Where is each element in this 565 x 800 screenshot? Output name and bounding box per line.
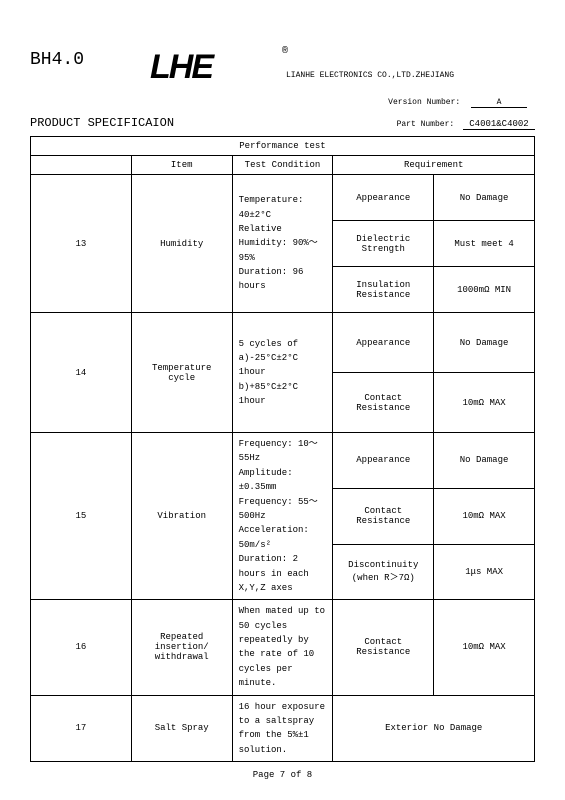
registered-mark: ® (282, 46, 288, 57)
req-key: DielectricStrength (333, 221, 434, 267)
req-key: ContactResistance (333, 600, 434, 695)
row-no: 15 (31, 433, 132, 600)
version-row: Version Number: A (30, 98, 527, 108)
title-row: PRODUCT SPECIFICAION Part Number: C4001&… (30, 116, 535, 130)
req-key: Discontinuity(when R＞7Ω) (333, 544, 434, 600)
req-key: ContactResistance (333, 373, 434, 433)
req-key: Appearance (333, 175, 434, 221)
spec-table: Performance test Item Test Condition Req… (30, 136, 535, 762)
req-val: 1μs MAX (434, 544, 535, 600)
row-cond: Frequency: 10～55HzAmplitude: ±0.35mmFreq… (232, 433, 333, 600)
row-item: Vibration (131, 433, 232, 600)
th-item: Item (131, 156, 232, 175)
version-value: A (471, 98, 527, 108)
header: BH4.0 LHE ® LIANHE ELECTRONICS CO.,LTD.Z… (30, 50, 535, 84)
req-val: No Damage (434, 313, 535, 373)
row-cond: 5 cycles ofa)-25°C±2°C 1hourb)+85°C±2°C … (232, 313, 333, 433)
row-item: Humidity (131, 175, 232, 313)
company-name: LIANHE ELECTRONICS CO.,LTD.ZHEJIANG (286, 71, 454, 80)
req-key: ContactResistance (333, 488, 434, 544)
th-cond: Test Condition (232, 156, 333, 175)
row-cond: Temperature: 40±2°CRelative Humidity: 90… (232, 175, 333, 313)
row-no: 13 (31, 175, 132, 313)
doc-code: BH4.0 (30, 50, 150, 70)
row-item: Temperaturecycle (131, 313, 232, 433)
logo: LHE (150, 48, 212, 86)
part-label: Part Number: (397, 120, 455, 129)
page-footer: Page 7 of 8 (0, 770, 565, 780)
version-label: Version Number: (388, 98, 460, 107)
th-req: Requirement (333, 156, 535, 175)
row-cond: When mated up to 50 cycles repeatedly by… (232, 600, 333, 695)
req-val: 10mΩ MAX (434, 488, 535, 544)
th-blank (31, 156, 132, 175)
row-item: Salt Spray (131, 695, 232, 762)
logo-wrap: LHE ® (150, 50, 280, 84)
req-key: InsulationResistance (333, 267, 434, 313)
req-val: 10mΩ MAX (434, 373, 535, 433)
row-cond: 16 hour exposure to a saltspray from the… (232, 695, 333, 762)
part-number: Part Number: C4001&C4002 (397, 119, 535, 130)
row-item: Repeatedinsertion/withdrawal (131, 600, 232, 695)
req-val: 10mΩ MAX (434, 600, 535, 695)
part-value: C4001&C4002 (463, 119, 535, 130)
req-val: 1000mΩ MIN (434, 267, 535, 313)
req-key: Appearance (333, 313, 434, 373)
req-val: No Damage (434, 433, 535, 489)
req-key: Appearance (333, 433, 434, 489)
req-val: Must meet 4 (434, 221, 535, 267)
req-val: No Damage (434, 175, 535, 221)
row-no: 17 (31, 695, 132, 762)
row-no: 14 (31, 313, 132, 433)
row-no: 16 (31, 600, 132, 695)
table-title: Performance test (31, 137, 535, 156)
req-merged: Exterior No Damage (333, 695, 535, 762)
doc-title: PRODUCT SPECIFICAION (30, 116, 174, 130)
